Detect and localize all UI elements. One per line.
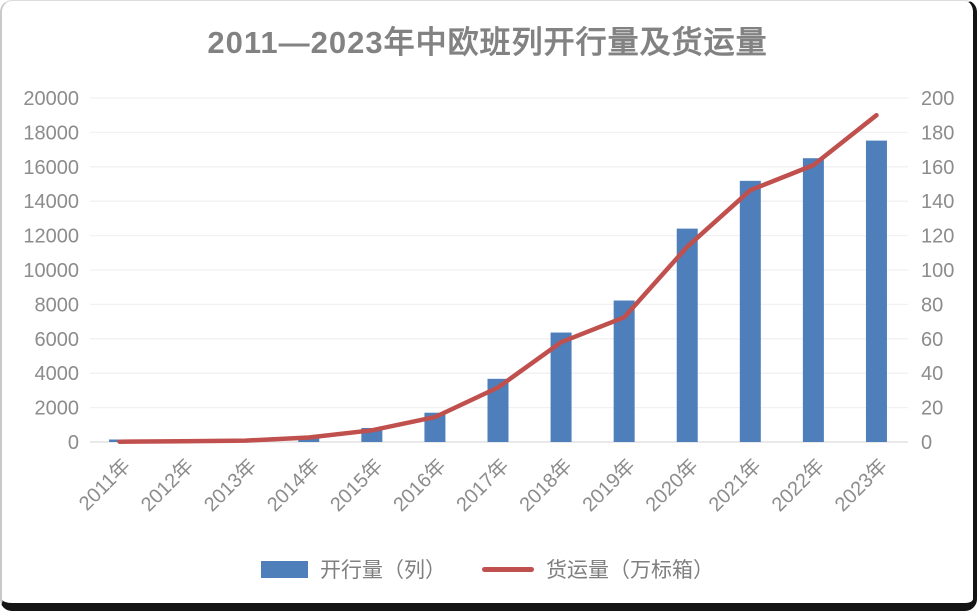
right-axis-tick: 0	[921, 432, 932, 454]
x-axis-label: 2012年	[136, 454, 198, 516]
bar	[550, 332, 572, 442]
legend-bar-swatch	[261, 560, 308, 578]
right-axis-tick: 80	[921, 294, 943, 316]
bar	[739, 180, 761, 442]
x-axis-label: 2014年	[262, 454, 324, 516]
right-axis-tick: 100	[921, 260, 954, 282]
left-axis-tick: 12000	[23, 226, 79, 248]
left-axis-tick: 16000	[23, 157, 79, 179]
bar	[865, 140, 887, 442]
x-axis-label: 2020年	[641, 454, 703, 516]
bar	[613, 300, 635, 442]
bar	[802, 158, 824, 442]
bar	[676, 228, 698, 442]
right-axis-tick: 20	[921, 398, 943, 420]
legend-bar-label: 开行量（列）	[320, 559, 446, 582]
left-axis-tick: 6000	[35, 329, 80, 351]
left-axis-tick: 0	[68, 432, 79, 454]
right-axis-tick: 140	[921, 191, 954, 213]
legend: 开行量（列） 货运量（万标箱）	[2, 554, 973, 584]
x-axis-label: 2018年	[515, 454, 577, 516]
left-axis-tick: 18000	[23, 122, 79, 144]
right-axis-tick: 160	[921, 157, 954, 179]
x-axis-label: 2017年	[452, 454, 514, 516]
left-axis-tick: 8000	[35, 294, 80, 316]
left-axis-tick: 20000	[23, 88, 79, 110]
x-axis-label: 2015年	[326, 454, 388, 516]
right-axis-tick: 120	[921, 226, 954, 248]
chart-title: 2011—2023年中欧班列开行量及货运量	[207, 25, 768, 60]
right-axis-tick: 180	[921, 122, 954, 144]
left-axis-tick: 2000	[35, 398, 80, 420]
legend-line-swatch	[482, 566, 534, 572]
right-axis-tick: 40	[921, 363, 943, 385]
legend-line-label: 货运量（万标箱）	[546, 559, 714, 582]
x-axis-label: 2019年	[578, 454, 640, 516]
trend-line	[117, 112, 879, 444]
left-axis-tick: 10000	[23, 260, 79, 282]
x-axis-label: 2022年	[767, 454, 829, 516]
right-axis-tick: 60	[921, 329, 943, 351]
x-axis-label: 2011年	[74, 454, 135, 515]
x-axis-label: 2023年	[830, 454, 892, 516]
left-axis-tick: 4000	[35, 363, 80, 385]
x-axis-label: 2013年	[199, 454, 261, 516]
x-axis-label: 2016年	[389, 454, 451, 516]
bar	[487, 378, 509, 442]
left-axis-tick: 14000	[23, 191, 79, 213]
right-axis-tick: 200	[921, 88, 954, 110]
x-axis-label: 2021年	[704, 454, 766, 516]
